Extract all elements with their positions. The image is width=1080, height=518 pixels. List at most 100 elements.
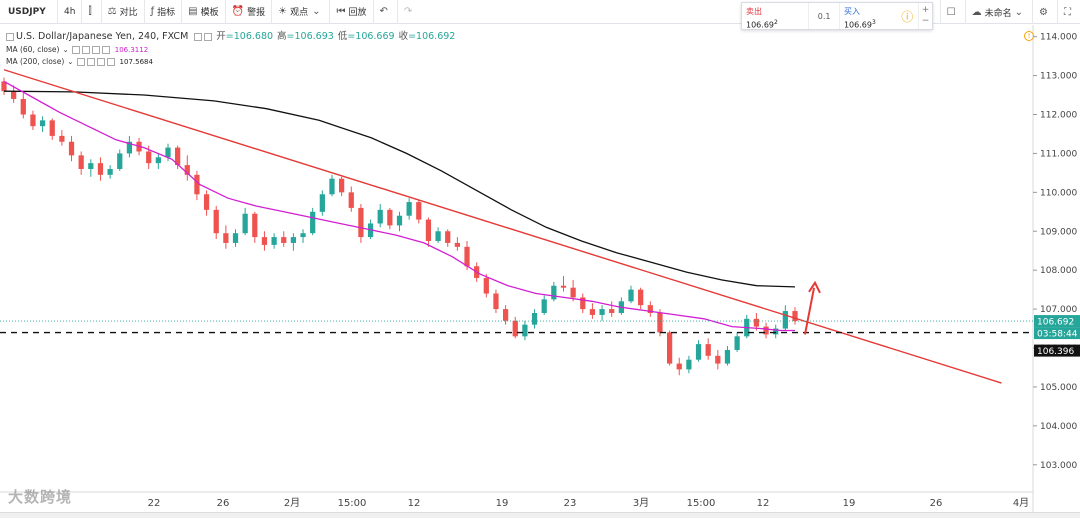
ma200-close-icon[interactable] [96, 58, 105, 66]
candle-icon: ⫿ [88, 6, 92, 17]
candle-body [1, 81, 7, 92]
chevron-down-icon[interactable]: ⌄ [67, 57, 74, 66]
candle-body [290, 237, 297, 243]
plus-icon[interactable]: + [921, 5, 930, 15]
chart-type-button[interactable]: ⫿ [82, 0, 102, 24]
indicators-button[interactable]: ƒ 指标 [145, 0, 183, 24]
buy-price-sup: 3 [871, 19, 876, 26]
candle-body [271, 237, 277, 245]
candle-body [11, 91, 17, 99]
candle-body [792, 311, 798, 322]
trade-widget: 卖出 106.692 0.1 买入 106.693 ⓘ + − [741, 2, 933, 30]
candle-body [416, 202, 422, 220]
minus-icon[interactable]: − [921, 16, 930, 26]
info-icon[interactable]: ! [1024, 31, 1034, 41]
square-icon: ☐ [946, 6, 956, 18]
candle-body [223, 233, 229, 243]
y-tick-label: 104.000 [1040, 422, 1077, 432]
bar-timer-label-bg [1034, 327, 1080, 340]
chart-legend: U.S. Dollar/Japanese Yen, 240, FXCM 开 =10… [6, 31, 457, 68]
candle-body [638, 289, 644, 306]
warning-icon[interactable]: ⓘ [901, 9, 914, 24]
candle-body [657, 312, 663, 333]
candle-body [609, 309, 615, 313]
candle-body [695, 344, 702, 360]
replay-button[interactable]: ⏮ 回放 [330, 0, 374, 24]
candle-body [97, 163, 104, 175]
candle-body [300, 233, 306, 238]
candle-body [20, 98, 26, 115]
x-tick-label: 12 [757, 498, 770, 509]
ideas-button[interactable]: ☀ 观点 ⌄ [272, 0, 331, 24]
ma200-label: MA (200, close) [6, 57, 65, 66]
projection-arrow-head [808, 280, 821, 294]
candle-body [715, 355, 721, 364]
collapse-icon[interactable] [6, 33, 14, 41]
open-key: 开 [216, 31, 226, 42]
alert-button[interactable]: ⏰ 警报 [226, 0, 273, 24]
candle-body [676, 363, 682, 370]
interval-button[interactable]: 4h [58, 0, 83, 24]
templates-button[interactable]: ▤ 模板 [182, 0, 226, 24]
candle-body [406, 202, 412, 216]
buy-label: 买入 [843, 7, 860, 16]
candle-body [281, 237, 287, 243]
eye-icon[interactable] [194, 33, 203, 41]
y-tick-label: 109.000 [1040, 227, 1077, 237]
x-tick-label: 23 [564, 498, 577, 509]
x-tick-label: 22 [148, 498, 161, 509]
ma60-more-icon[interactable] [101, 46, 110, 54]
candle-body [560, 285, 567, 288]
ma200-more-icon[interactable] [106, 58, 115, 66]
ma60-close-icon[interactable] [91, 46, 100, 54]
compare-button[interactable]: ⚖ 对比 [102, 0, 145, 24]
compare-label: 对比 [119, 8, 138, 18]
chevron-down-icon[interactable]: ⌄ [62, 45, 69, 54]
sell-price-sup: 2 [774, 19, 778, 26]
candle-body [194, 174, 200, 195]
indicators-label: 指标 [157, 8, 176, 18]
ma60-eye-icon[interactable] [71, 46, 80, 54]
candle-body [483, 277, 489, 294]
ma60-settings-icon[interactable] [81, 46, 90, 54]
y-tick-label: 114.000 [1040, 33, 1077, 43]
ma60-value: 106.3112 [114, 46, 149, 54]
layout-button[interactable]: ☁ 未命名 ⌄ [964, 0, 1032, 24]
candle-body [580, 297, 586, 310]
candle-body [78, 155, 84, 169]
expand-button[interactable]: ⛶ [1057, 0, 1080, 24]
ma200-eye-icon[interactable] [76, 58, 85, 66]
candle-body [541, 299, 547, 313]
undo-icon: ↶ [379, 6, 388, 17]
redo-button[interactable]: ↷ [398, 0, 421, 24]
sell-button[interactable]: 卖出 106.692 [742, 3, 810, 30]
x-tick-label: 15:00 [687, 498, 716, 509]
undo-button[interactable]: ↶ [374, 0, 398, 24]
template-icon: ▤ [188, 6, 198, 17]
candle-body [348, 192, 354, 208]
candle-body [252, 213, 258, 238]
symbol-search-button[interactable]: USDJPY [0, 0, 58, 24]
spread-value: 0.1 [817, 12, 831, 21]
ma200-settings-icon[interactable] [86, 58, 95, 66]
legend-main-row: U.S. Dollar/Japanese Yen, 240, FXCM 开 =10… [6, 31, 457, 43]
close-value: =106.692 [408, 31, 456, 42]
fullscreen-toggle[interactable]: ☐ [939, 0, 965, 24]
candle-body [435, 231, 441, 241]
candle-body [126, 141, 133, 154]
legend-ma200-row: MA (200, close) ⌄ 107.5684 [6, 56, 457, 68]
cloud-icon: ☁ [971, 6, 982, 18]
candle-body [319, 194, 325, 212]
settings-small-icon[interactable] [204, 33, 213, 41]
candle-body [358, 207, 364, 238]
expand-icon: ⛶ [1064, 6, 1071, 18]
high-key: 高 [277, 31, 287, 42]
candle-body [686, 359, 692, 370]
settings-button[interactable]: ⚙ [1032, 0, 1057, 24]
chevron-down-icon: ⌄ [312, 6, 321, 17]
x-tick-label: 26 [930, 498, 943, 509]
candle-body [734, 336, 740, 350]
buy-button[interactable]: 买入 106.693 [838, 3, 896, 30]
last-price-label: 106.692 [1037, 318, 1074, 328]
